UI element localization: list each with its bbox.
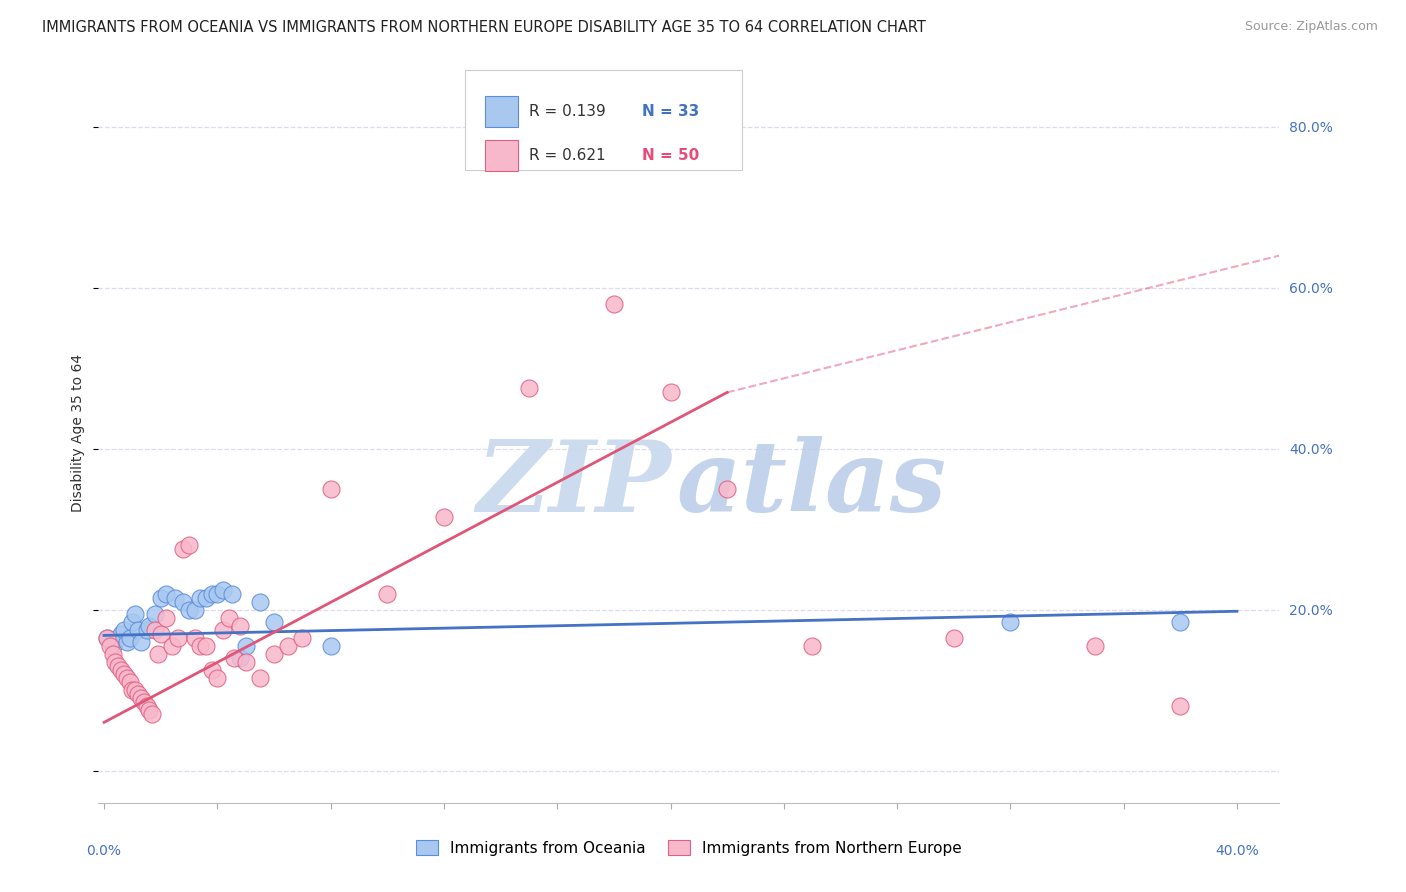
Point [98,639,121,653]
Point [1168,615,1191,629]
Legend: Immigrants from Oceania, Immigrants from Northern Europe: Immigrants from Oceania, Immigrants from… [411,834,967,862]
Point [110,627,132,641]
Point [190,591,212,605]
Text: ZIP: ZIP [477,436,671,533]
Point [112,667,135,681]
Point [375,586,398,600]
Point [716,482,738,496]
Text: R = 0.139: R = 0.139 [530,103,606,119]
Point [96,631,118,645]
Point [138,619,160,633]
Point [801,639,824,653]
Point [121,615,143,629]
Point [172,542,194,557]
FancyBboxPatch shape [464,70,742,169]
Point [149,627,172,641]
Point [96,631,118,645]
Point [224,651,246,665]
Point [942,631,965,645]
Point [212,582,235,597]
Point [218,610,240,624]
Point [249,671,271,685]
Text: N = 50: N = 50 [641,148,699,163]
Point [207,586,229,600]
Point [1084,639,1107,653]
Point [207,671,229,685]
Point [201,586,224,600]
Point [107,631,129,645]
Text: 40.0%: 40.0% [1215,844,1258,857]
Point [135,699,157,714]
Point [132,695,155,709]
Point [183,602,205,616]
Point [163,591,186,605]
Y-axis label: Disability Age 35 to 64: Disability Age 35 to 64 [72,353,86,512]
Point [603,297,626,311]
Point [110,663,132,677]
Point [195,591,218,605]
Point [221,586,243,600]
Point [112,623,135,637]
Point [127,623,149,637]
Text: 0.0%: 0.0% [87,844,121,857]
Point [1000,615,1022,629]
Point [263,647,285,661]
Point [143,623,166,637]
Point [149,591,172,605]
Point [115,635,138,649]
Point [124,607,146,621]
Point [433,510,456,524]
Point [115,671,138,685]
Point [155,610,177,624]
Point [517,381,540,395]
Point [229,651,252,665]
Text: atlas: atlas [678,436,948,533]
Point [146,647,169,661]
Point [195,639,218,653]
Point [277,639,299,653]
Point [1168,699,1191,714]
Point [319,639,342,653]
Point [118,631,141,645]
Point [319,482,342,496]
Point [101,647,124,661]
Point [177,602,200,616]
Point [166,631,188,645]
FancyBboxPatch shape [485,140,517,171]
Text: Source: ZipAtlas.com: Source: ZipAtlas.com [1244,20,1378,33]
Point [118,675,141,690]
Point [101,639,124,653]
Point [235,655,257,669]
FancyBboxPatch shape [485,95,517,127]
Point [135,623,157,637]
Point [263,615,285,629]
Point [121,683,143,698]
Point [659,385,682,400]
Text: R = 0.621: R = 0.621 [530,148,606,163]
Point [138,703,160,717]
Text: IMMIGRANTS FROM OCEANIA VS IMMIGRANTS FROM NORTHERN EUROPE DISABILITY AGE 35 TO : IMMIGRANTS FROM OCEANIA VS IMMIGRANTS FR… [42,20,927,35]
Point [183,631,205,645]
Point [124,683,146,698]
Point [143,607,166,621]
Point [201,663,224,677]
Point [190,639,212,653]
Point [155,586,177,600]
Text: N = 33: N = 33 [641,103,699,119]
Point [107,659,129,673]
Point [141,707,163,722]
Point [291,631,314,645]
Point [235,639,257,653]
Point [160,639,183,653]
Point [129,691,152,706]
Point [229,619,252,633]
Point [127,687,149,701]
Point [177,538,200,552]
Point [249,594,271,608]
Point [172,594,194,608]
Point [212,623,235,637]
Point [104,655,127,669]
Point [129,635,152,649]
